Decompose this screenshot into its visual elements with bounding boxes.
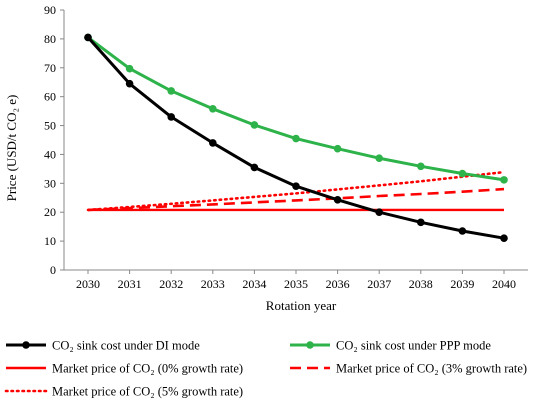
y-tick-label: 70: [44, 61, 56, 75]
x-tick-label: 2033: [201, 277, 225, 291]
x-tick-label: 2030: [76, 277, 100, 291]
y-tick-labels: 0 10 20 30 40 50 60 70 80 90: [44, 3, 64, 277]
y-tick-label: 30: [44, 176, 56, 190]
y-tick-label: 20: [44, 205, 56, 219]
legend-label: Market price of CO₂ (5% growth rate): [52, 385, 243, 399]
data-point: [375, 154, 384, 162]
data-point: [84, 33, 92, 42]
data-point: [500, 234, 508, 243]
data-point: [375, 208, 384, 217]
y-tick-label: 40: [44, 147, 56, 161]
x-tick-label: 2040: [492, 277, 516, 291]
data-point: [167, 87, 175, 95]
legend-label: CO₂ sink cost under PPP mode: [336, 339, 491, 353]
x-tick-label: 2032: [159, 277, 183, 291]
y-tick-label: 60: [44, 90, 56, 104]
data-point: [250, 121, 259, 129]
data-point: [458, 227, 467, 235]
data-point: [333, 196, 342, 204]
data-point: [500, 176, 508, 184]
series-line-5: [86, 170, 506, 212]
legend-label: Market price of CO₂ (0% growth rate): [52, 362, 243, 376]
data-point: [458, 169, 467, 178]
series-line-4: [87, 187, 505, 212]
y-tick-label: 0: [50, 263, 56, 277]
y-axis-title: Price (USD/t CO₂ e): [4, 95, 19, 202]
x-tick-label: 2037: [367, 277, 391, 291]
plot-series: [84, 33, 508, 243]
data-point: [417, 162, 425, 171]
data-point: [125, 79, 134, 88]
data-point: [333, 144, 342, 153]
legend-label: CO₂ sink cost under DI mode: [52, 339, 200, 353]
series-line-2: [87, 36, 505, 182]
y-tick-label: 90: [44, 3, 56, 17]
x-tick-label: 2035: [284, 277, 308, 291]
x-tick-label: 2031: [118, 277, 142, 291]
legend: CO₂ sink cost under DI mode CO₂ sink cost…: [4, 339, 527, 399]
data-point: [209, 105, 217, 113]
data-point: [417, 218, 425, 227]
data-point: [209, 139, 217, 147]
x-tick-labels: 2030 2031 2032 2033 2034 2035 2036 2037 2038 2039…: [76, 270, 516, 291]
y-tick-label: 50: [44, 119, 56, 133]
data-point: [125, 64, 134, 73]
data-point: [292, 182, 300, 191]
x-tick-label: 2038: [409, 277, 433, 291]
x-tick-label: 2039: [450, 277, 474, 291]
legend-marker: [306, 341, 314, 349]
x-axis-title: Rotation year: [266, 298, 337, 313]
legend-marker: [22, 341, 30, 349]
x-tick-label: 2036: [326, 277, 350, 291]
data-point: [167, 113, 175, 121]
data-point: [250, 163, 259, 172]
y-tick-label: 80: [44, 32, 56, 46]
legend-label: Market price of CO₂ (3% growth rate): [336, 362, 527, 376]
data-point: [292, 134, 300, 143]
y-tick-label: 10: [44, 234, 56, 248]
x-tick-label: 2034: [242, 277, 266, 291]
